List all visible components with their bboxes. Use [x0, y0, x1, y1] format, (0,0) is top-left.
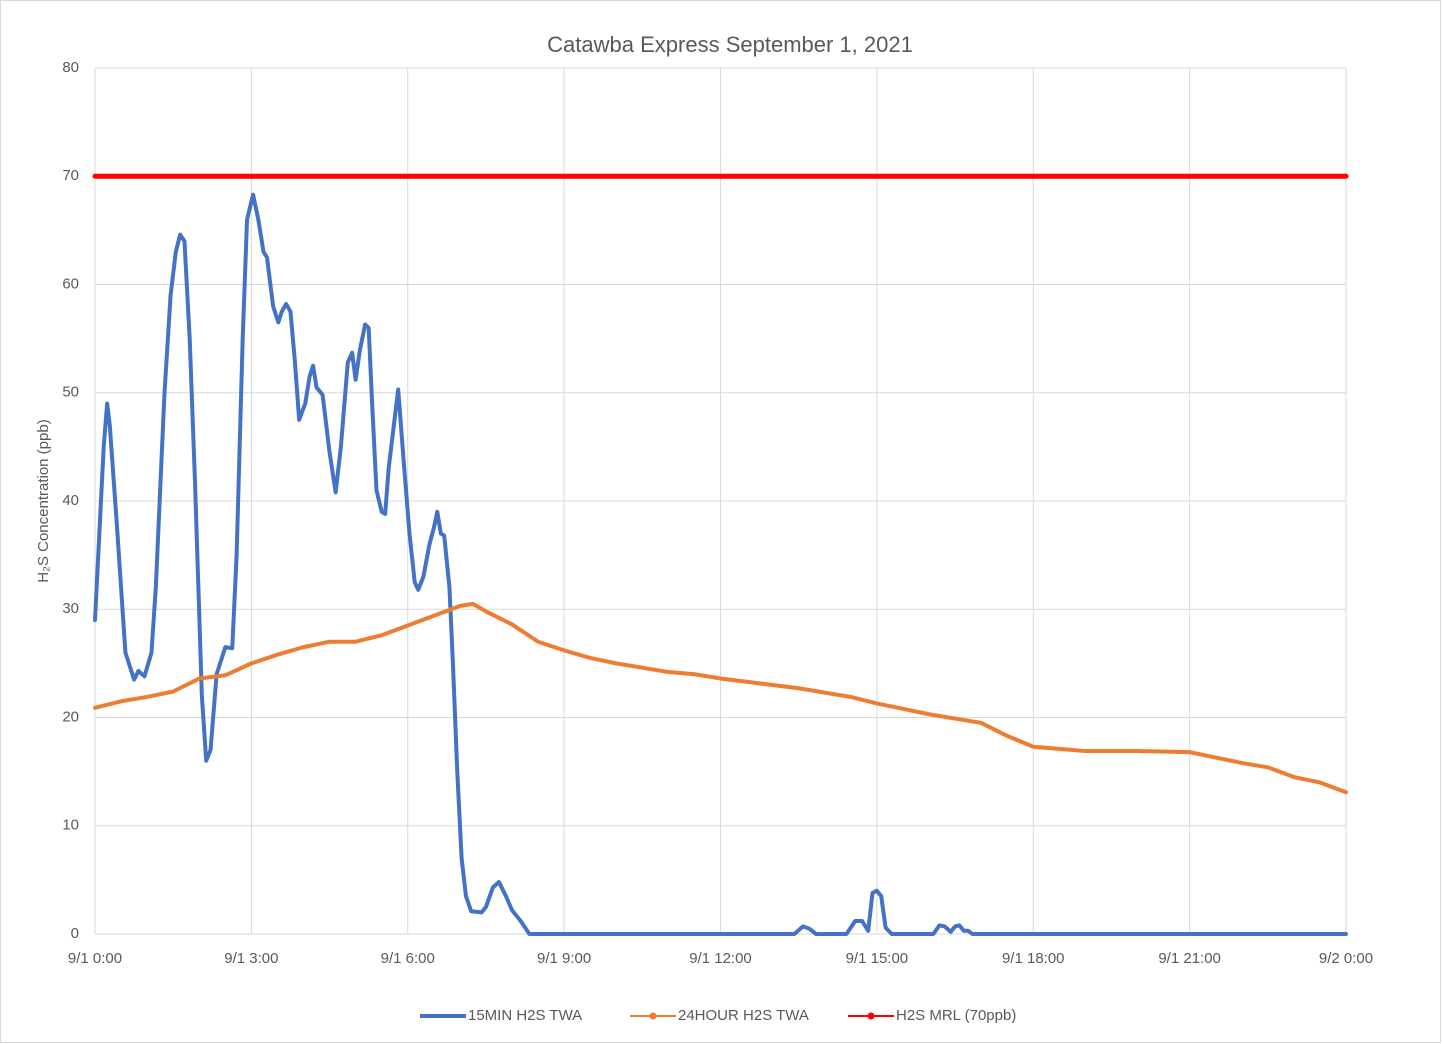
legend-label: 24HOUR H2S TWA [678, 1007, 809, 1024]
series-line [93, 192, 1348, 936]
series-line [93, 601, 1348, 795]
y-axis-label: H₂S Concentration (ppb) [35, 419, 52, 582]
x-tick-label: 9/1 0:00 [68, 950, 122, 967]
x-tick-label: 9/1 6:00 [381, 950, 435, 967]
x-tick-label: 9/1 3:00 [224, 950, 278, 967]
y-tick-label: 0 [71, 925, 79, 942]
x-tick-label: 9/1 9:00 [537, 950, 591, 967]
y-tick-label: 30 [62, 600, 79, 617]
legend-label: 15MIN H2S TWA [468, 1007, 582, 1024]
y-tick-label: 10 [62, 817, 79, 834]
y-tick-label: 20 [62, 708, 79, 725]
y-tick-label: 40 [62, 492, 79, 509]
y-tick-label: 80 [62, 59, 79, 76]
x-tick-label: 9/1 18:00 [1002, 950, 1065, 967]
chart-title: Catawba Express September 1, 2021 [547, 32, 913, 57]
x-tick-label: 9/1 21:00 [1158, 950, 1221, 967]
legend-marker [867, 1012, 875, 1020]
x-tick-label: 9/2 0:00 [1319, 950, 1373, 967]
x-tick-label: 9/1 15:00 [846, 950, 909, 967]
x-tick-label: 9/1 12:00 [689, 950, 752, 967]
legend-label: H2S MRL (70ppb) [896, 1007, 1016, 1024]
y-tick-label: 70 [62, 167, 79, 184]
y-tick-label: 50 [62, 384, 79, 401]
y-tick-label: 60 [62, 275, 79, 292]
legend-marker [649, 1012, 657, 1020]
